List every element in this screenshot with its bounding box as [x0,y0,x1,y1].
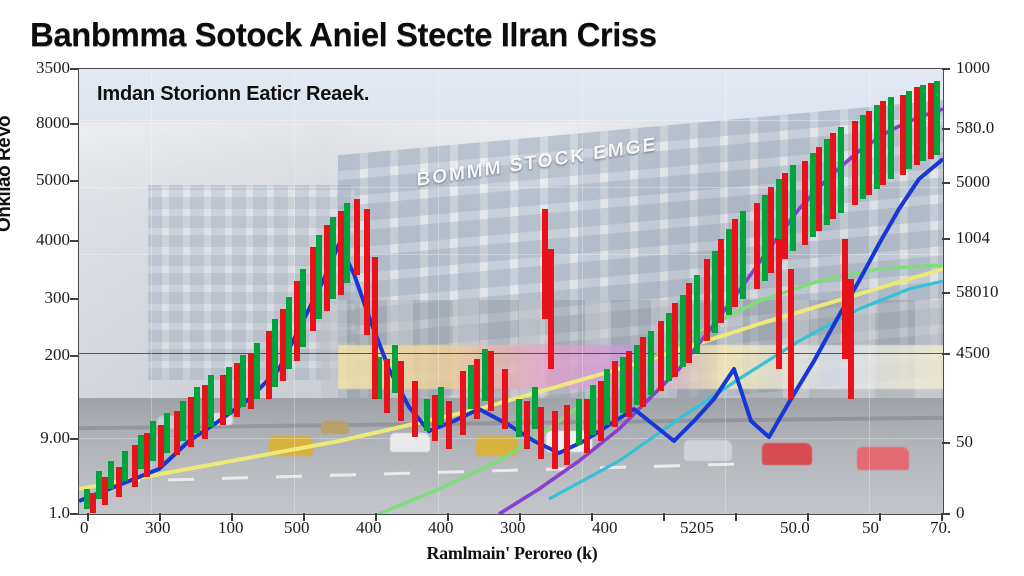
gridline-v [438,69,440,514]
y-tick-mark [70,123,78,125]
y-tick-left: 9.00 [40,428,70,447]
y-axis-label: Onkilao RéVo [0,115,15,232]
x-tick: 400 [356,518,382,537]
x-tick-mark [663,513,665,521]
gridline-v [150,69,152,514]
x-tick: 50 [862,518,879,537]
chart-annotation: Imdan Storionn Eaticr Reaek. [97,83,370,105]
y-tick-mark [70,68,78,70]
x-tick: 300 [145,518,171,537]
x-tick: 500 [284,518,310,537]
x-tick: 0 [80,518,89,537]
x-tick: 50.0 [780,518,810,537]
y-tick-mark-right [942,292,950,294]
y-tick-left: 8000 [36,113,70,132]
x-tick: 70. [930,518,952,537]
y-tick-right: 5000 [956,172,990,191]
y-tick-left: 1.0 [48,503,70,522]
car [476,436,519,457]
gridline-h [79,438,943,440]
y-tick-right: 580.0 [956,118,995,137]
x-tick: 400 [592,518,618,537]
plot-area: BOMMM STOCK EMGE Imdan Storionn Eaticr R… [78,68,944,515]
y-tick-mark-right [942,68,950,70]
y-tick-left: 3500 [36,58,70,77]
y-tick-mark-right [942,128,950,130]
y-tick-right: 1004 [956,228,990,247]
car [320,420,349,434]
y-tick-mark [70,240,78,242]
gridline-zero [79,352,943,354]
y-tick-right: 4500 [956,343,990,362]
series-layer [79,81,943,514]
gridline-h [79,120,943,122]
car [856,446,909,470]
x-tick-mark [735,513,737,521]
x-tick-mark [303,513,305,521]
x-tick: 400 [428,518,454,537]
y-tick-mark-right [942,182,950,184]
x-tick-mark [231,513,233,521]
y-tick-left: 300 [44,288,71,307]
gridline-v [725,69,727,514]
y-tick-right: 50 [956,432,973,451]
x-tick-mark [807,513,809,521]
series-bullish-candles [84,81,940,509]
x-tick-mark [591,513,593,521]
gridline-h [79,253,943,255]
car [683,439,732,461]
x-axis-label: Ramlmain' Peroreo (k) [426,543,598,563]
y-tick-mark [70,298,78,300]
x-tick: 300 [500,518,526,537]
gridline-h [79,186,943,188]
gridline-v [581,69,583,514]
y-tick-mark [70,355,78,357]
x-tick-mark [879,513,881,521]
y-tick-right: 0 [956,503,965,522]
y-tick-mark-right [942,238,950,240]
car [761,443,812,466]
page-title: Banbmma Sotock Aniel Stecte Ilran Criss [30,16,657,53]
x-tick-mark [941,513,943,521]
y-tick-mark-right [942,442,950,444]
y-tick-mark-right [942,513,950,515]
series-trend-cyan [548,279,943,501]
y-tick-left: 200 [44,345,71,364]
y-tick-mark-right [942,353,950,355]
x-tick-mark [375,513,377,521]
x-tick-mark [159,513,161,521]
y-tick-left: 4000 [36,230,70,249]
y-tick-mark [70,513,78,515]
y-tick-right: 58010 [956,282,999,301]
y-tick-right: 1000 [956,58,990,77]
series-bearish-candles [90,83,934,513]
y-tick-mark [70,438,78,440]
x-tick-mark [519,513,521,521]
x-tick-mark [87,513,89,521]
y-tick-mark [70,180,78,182]
y-tick-left: 5000 [36,170,70,189]
car [390,432,431,452]
x-tick: 5205 [680,518,714,537]
x-tick-mark [447,513,449,521]
x-tick: 100 [218,518,244,537]
